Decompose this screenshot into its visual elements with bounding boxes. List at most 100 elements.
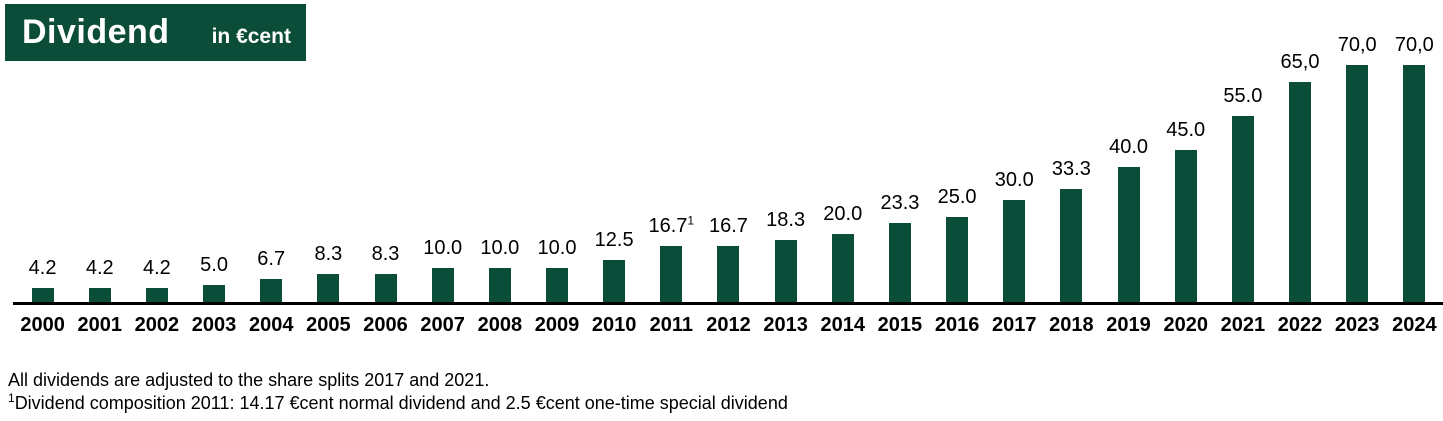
bar-cell-2008: 10.0 <box>471 238 528 302</box>
bar-cell-2005: 8.3 <box>300 244 357 302</box>
value-label-2007: 10.0 <box>423 237 463 260</box>
bar-cell-2013: 18.3 <box>757 210 814 302</box>
bar-2017 <box>1003 200 1026 302</box>
bar-cell-2000: 4.2 <box>14 258 71 302</box>
x-axis-label-2012: 2012 <box>706 314 751 336</box>
bar-cell-2021: 55.0 <box>1214 86 1271 302</box>
bar-2012 <box>717 245 740 302</box>
x-axis-label-2024: 2024 <box>1392 314 1437 336</box>
value-label-2015: 23.3 <box>880 192 920 215</box>
chart-title-box: Dividend in €cent <box>5 4 306 61</box>
footnote-text: Dividend composition 2011: 14.17 €cent n… <box>14 393 788 413</box>
bar-2019 <box>1117 166 1140 302</box>
x-axis-label-2021: 2021 <box>1220 314 1266 336</box>
value-label-2022: 65,0 <box>1280 50 1320 73</box>
footnote-dividend-composition: 1Dividend composition 2011: 14.17 €cent … <box>8 392 788 415</box>
chart-title: Dividend <box>22 13 170 51</box>
bar-cell-2002: 4.2 <box>128 258 185 302</box>
x-axis-label-2008: 2008 <box>477 314 523 336</box>
value-label-2003: 5.0 <box>200 254 228 277</box>
bar-2024 <box>1403 65 1426 302</box>
x-axis-label-2023: 2023 <box>1334 314 1380 336</box>
value-label-2011: 16.71 <box>648 212 695 237</box>
footnotes: All dividends are adjusted to the share … <box>8 369 788 415</box>
value-label-2008: 10.0 <box>480 237 520 260</box>
value-label-2005: 8.3 <box>314 242 343 265</box>
x-axis-label-2010: 2010 <box>591 314 637 336</box>
bar-2021 <box>1231 115 1254 302</box>
bar-2015 <box>888 223 911 302</box>
value-label-superscript: 1 <box>687 212 695 227</box>
value-label-2014: 20.0 <box>823 203 863 226</box>
chart-unit-label: in €cent <box>211 25 291 48</box>
x-axis-label-2017: 2017 <box>991 314 1037 336</box>
value-label-2016: 25.0 <box>937 186 977 209</box>
bar-cell-2016: 25.0 <box>929 187 986 302</box>
value-label-2004: 6.7 <box>257 248 286 271</box>
x-axis-label-2022: 2022 <box>1277 314 1323 336</box>
bar-2007 <box>431 268 454 302</box>
x-axis-label-2003: 2003 <box>191 314 237 336</box>
bar-2001 <box>88 287 111 302</box>
value-label-2013: 18.3 <box>766 209 806 231</box>
bar-2016 <box>946 217 969 302</box>
value-label-2000: 4.2 <box>28 256 57 279</box>
bar-2002 <box>145 287 168 302</box>
value-label-2018: 33.3 <box>1051 158 1091 181</box>
bar-cell-2006: 8.3 <box>357 244 414 302</box>
x-axis-label-2015: 2015 <box>877 314 923 336</box>
bar-cell-2015: 23.3 <box>871 193 928 302</box>
bar-2005 <box>317 273 340 302</box>
x-axis-labels: 2000 2001 2002 2003 2004 2005 2006 2007 2008 2009… <box>14 314 1443 337</box>
bar-cell-2022: 65,0 <box>1271 52 1328 302</box>
value-label-2023: 70,0 <box>1337 34 1377 56</box>
value-label-2021: 55.0 <box>1223 84 1263 107</box>
bar-cell-2023: 70,0 <box>1329 35 1386 302</box>
bar-2006 <box>374 273 397 302</box>
bar-2013 <box>774 240 797 302</box>
bar-cell-2003: 5.0 <box>185 255 242 302</box>
value-label-2020: 45.0 <box>1166 118 1206 141</box>
x-axis-label-2011: 2011 <box>649 314 693 336</box>
bar-2004 <box>260 279 283 302</box>
value-label-2019: 40.0 <box>1109 135 1149 158</box>
bar-cell-2009: 10.0 <box>528 238 585 302</box>
value-label-2024: 70,0 <box>1394 34 1434 56</box>
x-axis-label-2016: 2016 <box>934 314 980 336</box>
bar-2020 <box>1174 149 1197 302</box>
bar-2000 <box>31 287 54 302</box>
bar-cell-2007: 10.0 <box>414 238 471 302</box>
footnote-share-splits: All dividends are adjusted to the share … <box>8 370 490 390</box>
bar-2008 <box>488 268 511 302</box>
x-axis-label-2018: 2018 <box>1049 314 1094 336</box>
x-axis-label-2005: 2005 <box>306 314 351 336</box>
value-label-2010: 12.5 <box>594 228 634 251</box>
bar-cell-2004: 6.7 <box>243 249 300 302</box>
bar-cell-2012: 16.7 <box>700 214 757 302</box>
x-axis-label-2004: 2004 <box>248 314 294 336</box>
x-axis-label-2020: 2020 <box>1163 314 1208 336</box>
value-label-2012: 16.7 <box>708 214 748 237</box>
bar-2018 <box>1060 189 1083 302</box>
bar-cell-2018: 33.3 <box>1043 159 1100 302</box>
x-axis-label-2007: 2007 <box>420 314 465 336</box>
x-axis-label-2002: 2002 <box>134 314 180 336</box>
bar-2022 <box>1289 81 1312 302</box>
x-axis-label-2014: 2014 <box>820 314 866 336</box>
x-axis-label-2000: 2000 <box>20 314 65 336</box>
bar-2010 <box>603 259 626 302</box>
bar-cell-2010: 12.5 <box>586 230 643 302</box>
x-axis-label-2001: 2001 <box>77 314 122 336</box>
bar-cell-2014: 20.0 <box>814 204 871 302</box>
bar-series: 4.2 4.2 4.2 5.0 6.7 8.3 8.3 10.0 10.0 10.0 12.5 16.… <box>14 0 1443 302</box>
x-axis-label-2009: 2009 <box>534 314 580 336</box>
value-label-2001: 4.2 <box>85 256 114 279</box>
bar-2003 <box>203 285 226 302</box>
bar-cell-2020: 45.0 <box>1157 120 1214 302</box>
bar-cell-2024: 70,0 <box>1386 35 1443 302</box>
x-axis-label-2013: 2013 <box>763 314 808 336</box>
footnote-superscript: 1 <box>8 391 15 405</box>
bar-2009 <box>545 268 568 302</box>
value-label-2002: 4.2 <box>142 256 171 279</box>
